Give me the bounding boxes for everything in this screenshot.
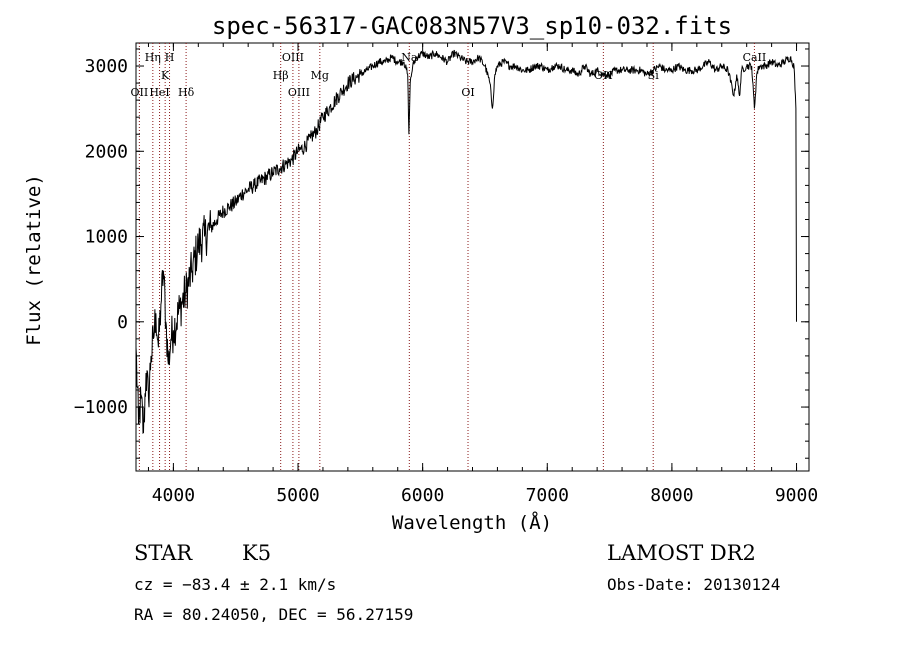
chart-title: spec-56317-GAC083N57V3_sp10-032.fits (212, 12, 732, 40)
object-class: STAR (134, 541, 193, 565)
x-axis-label: Wavelength (Å) (392, 511, 552, 534)
line-marker-label-2: HeI (149, 86, 169, 99)
x-tick-label-9000: 9000 (775, 485, 818, 506)
y-tick-label-1000: 1000 (85, 227, 128, 248)
y-tick-label-0: 0 (117, 312, 128, 333)
x-axis-ticks: 4000 5000 6000 7000 8000 9000 (147, 43, 818, 506)
y-tick-label-2000: 2000 (85, 141, 128, 162)
y-axis-label: Flux (relative) (23, 174, 45, 346)
observation-date: Obs-Date: 20130124 (607, 575, 780, 594)
line-marker-label-8: OIII (288, 86, 310, 99)
spectrum-line (135, 49, 797, 435)
line-marker-label-11: OI (461, 86, 474, 99)
line-markers (138, 43, 755, 471)
line-marker-label-5: Hδ (178, 86, 195, 99)
y-tick-label-3000: 3000 (85, 56, 128, 77)
x-tick-label-8000: 8000 (650, 485, 693, 506)
line-marker-label-9: Mg (311, 69, 329, 82)
line-marker-label-3: K (161, 69, 170, 82)
survey-name: LAMOST DR2 (607, 541, 756, 565)
x-tick-label-5000: 5000 (276, 485, 319, 506)
x-tick-label-6000: 6000 (401, 485, 444, 506)
line-marker-label-14: CaII (743, 51, 767, 64)
x-tick-label-4000: 4000 (152, 485, 195, 506)
line-marker-label-13: Si (648, 69, 660, 82)
object-subclass: K5 (242, 541, 271, 565)
line-marker-label-6: Hβ (273, 69, 289, 82)
y-axis-ticks: −1000 0 1000 2000 3000 (74, 48, 809, 459)
line-marker-label-4: H (165, 51, 175, 64)
y-tick-label--1000: −1000 (74, 397, 128, 418)
line-marker-label-0: OII (131, 86, 149, 99)
coordinates: RA = 80.24050, DEC = 56.27159 (134, 605, 413, 624)
plot-frame (135, 42, 810, 472)
x-tick-label-7000: 7000 (526, 485, 569, 506)
redshift-velocity: cz = −83.4 ± 2.1 km/s (134, 575, 336, 594)
line-marker-label-7: OIII (282, 51, 304, 64)
line-marker-label-1: Hη (145, 51, 161, 64)
